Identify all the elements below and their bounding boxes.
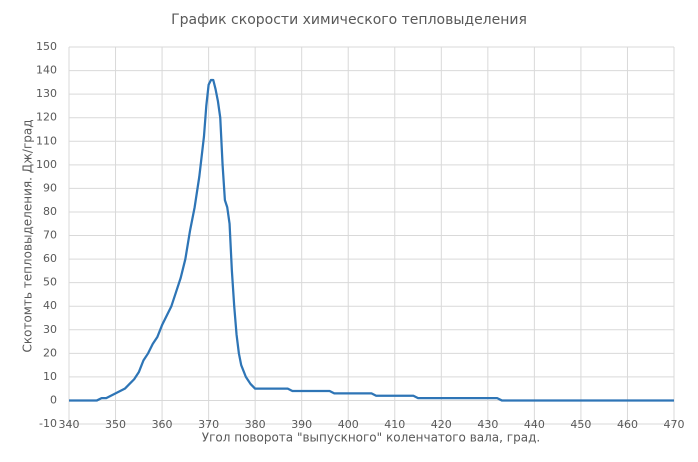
y-tick-label: 150 xyxy=(36,40,57,53)
x-tick-label: 420 xyxy=(431,418,452,431)
x-tick-label: 400 xyxy=(338,418,359,431)
y-tick-label: 30 xyxy=(43,323,57,336)
x-tick-label: 380 xyxy=(245,418,266,431)
x-axis-label: Угол поворота "выпускного" коленчатого в… xyxy=(202,431,540,445)
y-tick-label: 60 xyxy=(43,252,57,265)
y-tick-label: 130 xyxy=(36,87,57,100)
y-tick-label: -10 xyxy=(39,417,57,430)
x-tick-label: 410 xyxy=(384,418,405,431)
y-tick-label: 50 xyxy=(43,276,57,289)
x-tick-label: 450 xyxy=(570,418,591,431)
y-tick-label: 20 xyxy=(43,346,57,359)
x-tick-label: 470 xyxy=(664,418,685,431)
y-tick-label: 40 xyxy=(43,299,57,312)
x-tick-label: 340 xyxy=(59,418,80,431)
x-tick-label: 360 xyxy=(152,418,173,431)
y-tick-label: 140 xyxy=(36,64,57,77)
y-tick-label: 90 xyxy=(43,181,57,194)
y-tick-label: 10 xyxy=(43,370,57,383)
x-tick-label: 430 xyxy=(477,418,498,431)
y-tick-label: 70 xyxy=(43,229,57,242)
y-tick-label: 80 xyxy=(43,205,57,218)
y-axis-label: Скотомть тепловыделения. Дж/град xyxy=(21,119,35,352)
y-tick-label: 110 xyxy=(36,134,57,147)
x-tick-label: 440 xyxy=(524,418,545,431)
y-tick-label: 100 xyxy=(36,158,57,171)
x-tick-label: 460 xyxy=(617,418,638,431)
x-tick-label: 370 xyxy=(198,418,219,431)
y-tick-label: 0 xyxy=(50,393,57,406)
x-tick-label: 390 xyxy=(291,418,312,431)
x-tick-label: 350 xyxy=(105,418,126,431)
chart-title: График скорости химического тепловыделен… xyxy=(171,12,527,28)
y-tick-label: 120 xyxy=(36,111,57,124)
data-line xyxy=(69,78,674,402)
